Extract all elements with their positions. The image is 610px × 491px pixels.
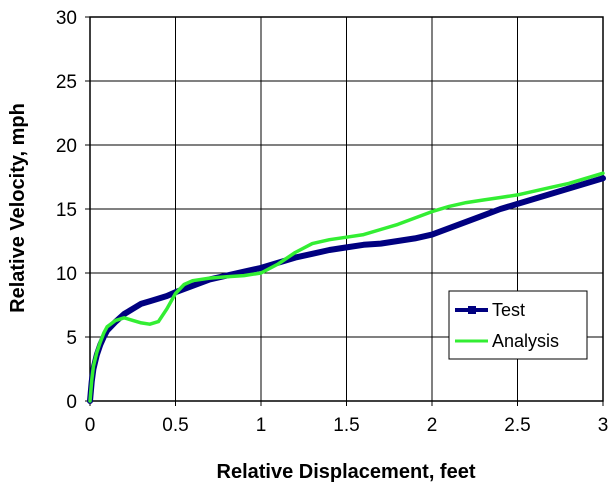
- y-tick-label: 10: [56, 264, 77, 285]
- x-tick-label: 2: [427, 415, 438, 436]
- x-tick-label: 3: [598, 415, 609, 436]
- y-tick-label: 5: [66, 328, 77, 349]
- x-tick-label: 0: [85, 415, 96, 436]
- x-tick-label: 1.5: [333, 415, 359, 436]
- series-line-analysis: [88, 171, 605, 403]
- x-tick-label: 2.5: [504, 415, 530, 436]
- y-axis-title: Relative Velocity, mph: [7, 103, 29, 313]
- x-axis-title: Relative Displacement, feet: [217, 461, 476, 483]
- x-tick-label: 1: [256, 415, 267, 436]
- y-tick-label: 30: [56, 8, 77, 29]
- legend-marker-test: [468, 306, 476, 314]
- legend-label-analysis: Analysis: [492, 331, 559, 351]
- y-axis-ticks: 0 5 10 15 20 25 30: [56, 8, 90, 413]
- legend-box: [448, 290, 588, 360]
- y-tick-label: 20: [56, 136, 77, 157]
- y-tick-label: 15: [56, 200, 77, 221]
- y-tick-label: 25: [56, 72, 77, 93]
- x-axis-ticks: 0 0.5 1 1.5 2 2.5 3: [85, 401, 609, 436]
- data-series: [87, 171, 606, 404]
- y-tick-label: 0: [66, 392, 77, 413]
- x-tick-label: 0.5: [162, 415, 188, 436]
- series-line-test: [87, 175, 606, 404]
- legend: Test Analysis: [448, 290, 588, 360]
- legend-label-test: Test: [492, 300, 525, 320]
